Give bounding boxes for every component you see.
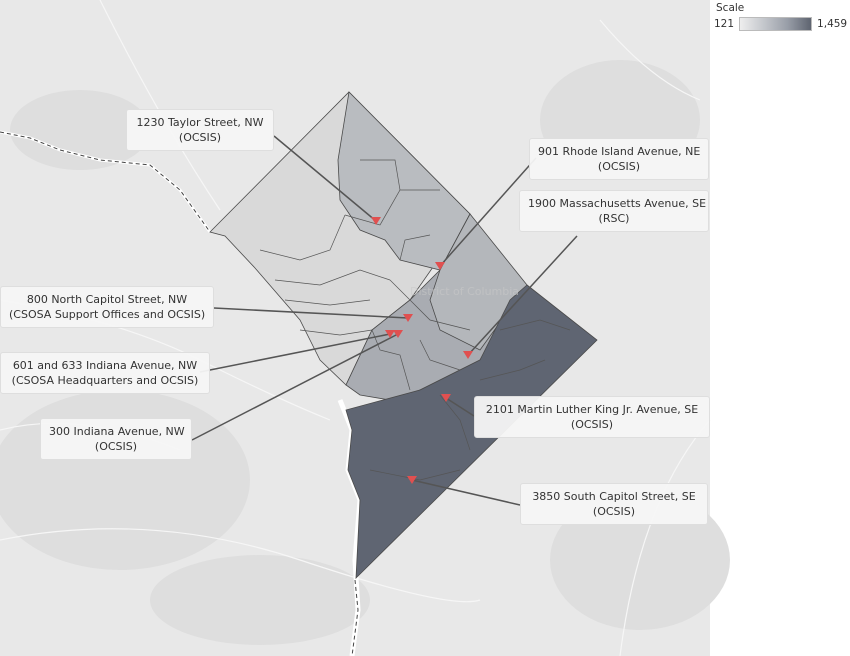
callout-office: (OCSIS) xyxy=(178,131,222,144)
callout-address: 300 Indiana Avenue, NW xyxy=(49,425,185,438)
region-borders xyxy=(259,159,571,481)
callout-office: (OCSIS) xyxy=(592,505,636,518)
legend-gradient-bar xyxy=(739,17,813,31)
state-boundary-dash xyxy=(0,131,211,233)
callout-office: (RSC) xyxy=(598,212,630,225)
marker-indiana-ave-300[interactable] xyxy=(393,330,403,338)
marker-indiana-ave-601[interactable] xyxy=(385,330,395,338)
callout-south-capitol-st[interactable]: 3850 South Capitol Street, SE (OCSIS) xyxy=(520,483,708,525)
callout-office: (OCSIS) xyxy=(570,418,614,431)
callout-north-capitol-st[interactable]: 800 North Capitol Street, NW (CSOSA Supp… xyxy=(0,286,214,328)
callout-office: (CSOSA Support Offices and OCSIS) xyxy=(9,308,206,321)
marker-taylor-street[interactable] xyxy=(371,217,381,225)
map-watermark: District of Columbia xyxy=(410,285,519,298)
callout-address: 1900 Massachusetts Avenue, SE xyxy=(528,197,707,210)
callout-office: (OCSIS) xyxy=(597,160,641,173)
location-markers[interactable] xyxy=(371,217,473,484)
callout-office: (OCSIS) xyxy=(94,440,138,453)
region-southeast-dark[interactable] xyxy=(345,284,598,580)
callout-office: (CSOSA Headquarters and OCSIS) xyxy=(11,374,199,387)
legend-max-label: 1,459 xyxy=(817,18,848,30)
legend-title: Scale xyxy=(716,2,745,14)
marker-north-capitol-st[interactable] xyxy=(403,314,413,322)
callout-indiana-ave-300[interactable]: 300 Indiana Avenue, NW (OCSIS) xyxy=(40,418,192,460)
marker-south-capitol-st[interactable] xyxy=(407,476,417,484)
dc-regions[interactable] xyxy=(209,91,598,580)
marker-rhode-island-ave[interactable] xyxy=(435,262,445,270)
callout-taylor-street[interactable]: 1230 Taylor Street, NW (OCSIS) xyxy=(126,109,274,151)
callout-indiana-ave-601[interactable]: 601 and 633 Indiana Avenue, NW (CSOSA He… xyxy=(0,352,210,394)
callout-mlk-ave[interactable]: 2101 Martin Luther King Jr. Avenue, SE (… xyxy=(474,396,710,438)
marker-massachusetts-ave[interactable] xyxy=(463,351,473,359)
callout-address: 3850 South Capitol Street, SE xyxy=(532,490,696,503)
callout-address: 901 Rhode Island Avenue, NE xyxy=(538,145,701,158)
basemap-texture xyxy=(0,60,730,645)
color-scale-legend: Scale 121 1,459 xyxy=(714,2,848,31)
callout-massachusetts-ave[interactable]: 1900 Massachusetts Avenue, SE (RSC) xyxy=(519,190,709,232)
callout-address: 1230 Taylor Street, NW xyxy=(136,116,264,129)
marker-mlk-ave[interactable] xyxy=(441,394,451,402)
callout-address: 601 and 633 Indiana Avenue, NW xyxy=(12,359,198,372)
callout-rhode-island-ave[interactable]: 901 Rhode Island Avenue, NE (OCSIS) xyxy=(529,138,709,180)
callout-address: 2101 Martin Luther King Jr. Avenue, SE xyxy=(485,403,699,416)
leader-lines xyxy=(191,135,578,506)
callout-address: 800 North Capitol Street, NW xyxy=(26,293,188,306)
legend-min-label: 121 xyxy=(714,18,735,30)
river-boundary-dash xyxy=(351,579,359,656)
